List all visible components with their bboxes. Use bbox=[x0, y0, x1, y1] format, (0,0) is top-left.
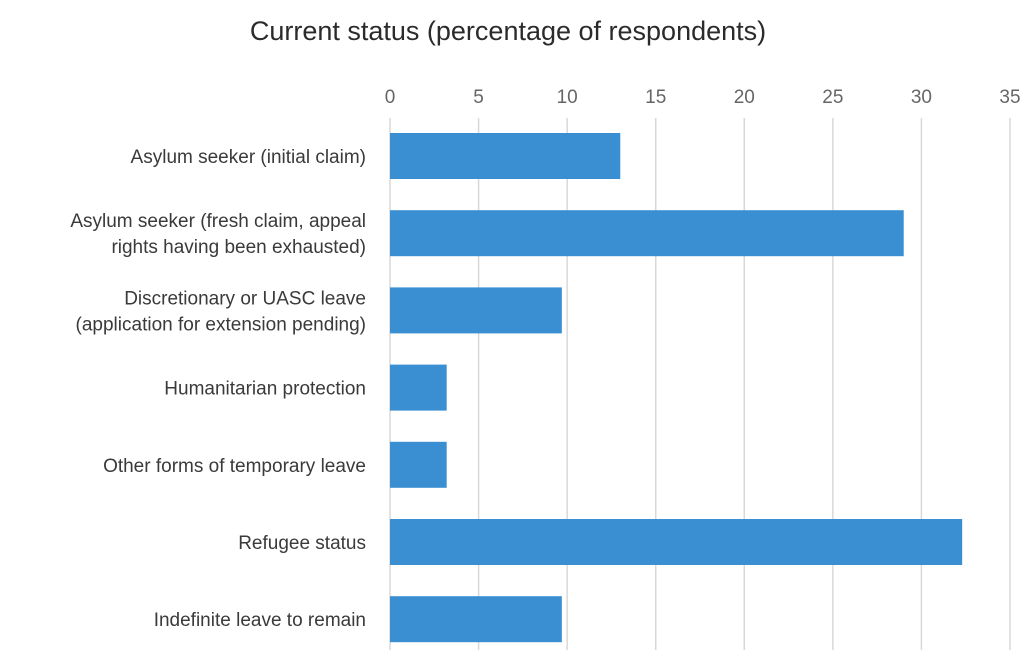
x-tick-label: 20 bbox=[734, 87, 755, 108]
category-label-line: (application for extension pending) bbox=[76, 314, 366, 335]
bar bbox=[390, 441, 447, 488]
category-labels: Asylum seeker (initial claim) Asylum seek… bbox=[70, 147, 366, 631]
category-label-line: Other forms of temporary leave bbox=[103, 456, 366, 477]
x-tick-label: 25 bbox=[822, 87, 843, 108]
chart-title: Current status (percentage of respondent… bbox=[250, 16, 766, 46]
bar bbox=[390, 364, 447, 411]
category-label: Indefinite leave to remain bbox=[154, 610, 366, 631]
x-tick-label: 30 bbox=[911, 87, 932, 108]
bars bbox=[390, 133, 963, 643]
category-label: Asylum seeker (initial claim) bbox=[131, 147, 366, 168]
bar bbox=[390, 133, 621, 179]
gridlines bbox=[389, 118, 1011, 650]
category-label-line: Indefinite leave to remain bbox=[154, 610, 366, 631]
category-label-line: Refugee status bbox=[238, 533, 366, 554]
x-axis-ticks: 0 5 10 15 20 25 30 35 bbox=[385, 87, 1021, 108]
category-label-line: Asylum seeker (initial claim) bbox=[131, 147, 366, 168]
bar bbox=[390, 287, 562, 334]
category-label-line: Humanitarian protection bbox=[164, 379, 366, 400]
bar bbox=[390, 210, 904, 257]
category-label: Other forms of temporary leave bbox=[103, 456, 366, 477]
bar bbox=[390, 519, 963, 565]
x-tick-label: 10 bbox=[557, 87, 578, 108]
x-tick-label: 35 bbox=[999, 87, 1020, 108]
category-label-line: rights having been exhausted) bbox=[111, 237, 366, 258]
category-label-line: Discretionary or UASC leave bbox=[124, 288, 366, 309]
category-label-line: Asylum seeker (fresh claim, appeal bbox=[70, 211, 366, 232]
x-tick-label: 15 bbox=[645, 87, 666, 108]
category-label: Discretionary or UASC leave (application … bbox=[76, 288, 366, 335]
category-label: Refugee status bbox=[238, 533, 366, 554]
category-label: Asylum seeker (fresh claim, appeal rights… bbox=[70, 211, 366, 258]
bar bbox=[390, 596, 562, 643]
x-tick-label: 5 bbox=[473, 87, 484, 108]
category-label: Humanitarian protection bbox=[164, 379, 366, 400]
x-tick-label: 0 bbox=[385, 87, 396, 108]
